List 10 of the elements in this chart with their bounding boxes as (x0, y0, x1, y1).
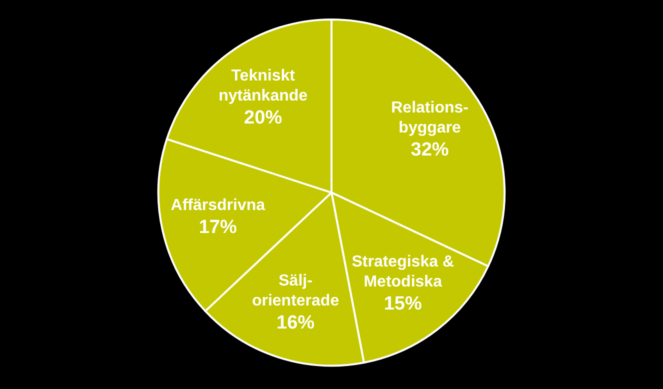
slice-label: Strategiska & Metodiska (352, 254, 454, 291)
slice-label: Tekniskt nytänkande (218, 68, 308, 105)
slice-label: Affärsdrivna (170, 197, 266, 214)
data-label: 15% (384, 294, 422, 315)
data-label: 32% (410, 139, 449, 160)
data-label: 17% (198, 217, 238, 238)
data-label: 16% (276, 312, 315, 334)
slice-label: Relations- byggare (391, 99, 468, 136)
data-label: 20% (244, 108, 282, 129)
slice-label: Sälj- orienterade (252, 272, 340, 310)
